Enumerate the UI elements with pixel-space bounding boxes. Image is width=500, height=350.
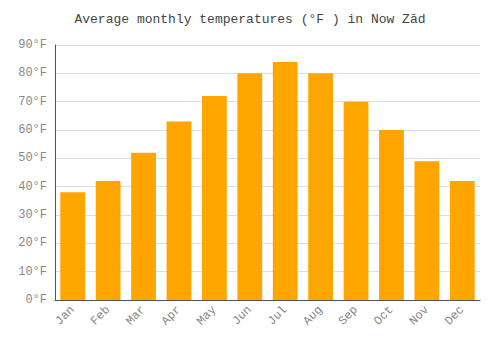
svg-text:20°F: 20°F — [18, 236, 47, 250]
svg-text:40°F: 40°F — [18, 180, 47, 194]
svg-text:Mar: Mar — [123, 303, 148, 328]
svg-text:Jan: Jan — [53, 303, 78, 328]
svg-text:Nov: Nov — [407, 303, 432, 328]
svg-text:May: May — [194, 303, 219, 328]
svg-text:Apr: Apr — [159, 303, 184, 328]
svg-text:Sep: Sep — [336, 303, 361, 328]
svg-text:Average monthly temperatures (: Average monthly temperatures (°F ) in No… — [74, 12, 425, 27]
svg-text:Jun: Jun — [230, 303, 255, 328]
svg-text:Oct: Oct — [371, 303, 396, 328]
svg-text:30°F: 30°F — [18, 208, 47, 222]
svg-text:Aug: Aug — [300, 303, 325, 328]
svg-text:0°F: 0°F — [25, 293, 47, 307]
svg-text:Jul: Jul — [265, 303, 290, 328]
svg-text:90°F: 90°F — [18, 38, 47, 52]
svg-text:80°F: 80°F — [18, 66, 47, 80]
svg-text:50°F: 50°F — [18, 151, 47, 165]
svg-text:Dec: Dec — [442, 303, 467, 328]
svg-text:10°F: 10°F — [18, 265, 47, 279]
svg-text:Feb: Feb — [88, 303, 113, 328]
svg-text:70°F: 70°F — [18, 95, 47, 109]
svg-text:60°F: 60°F — [18, 123, 47, 137]
